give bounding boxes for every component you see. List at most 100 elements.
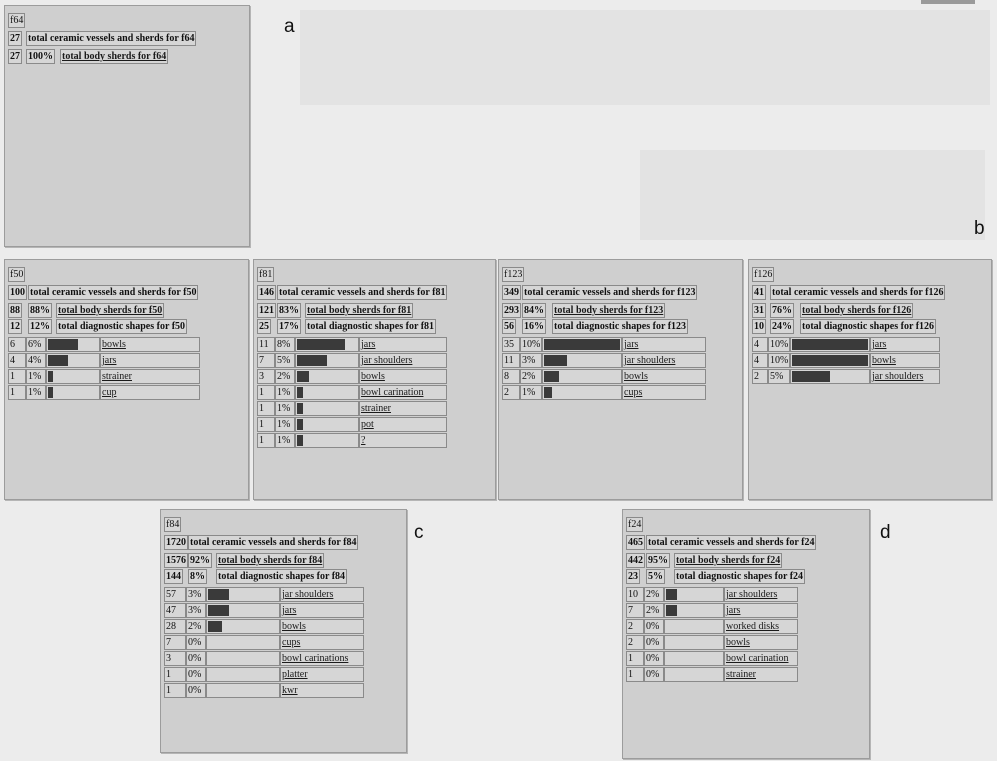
shape-label[interactable]: bowls [100, 337, 200, 352]
shape-count: 4 [8, 353, 26, 368]
shape-label[interactable]: jars [280, 603, 364, 618]
shape-label[interactable]: cups [622, 385, 706, 400]
shape-bar [208, 589, 229, 600]
shape-label[interactable]: cups [280, 635, 364, 650]
shape-percent: 5% [275, 353, 295, 368]
summary-label[interactable]: total body sherds for f81 [305, 303, 414, 318]
shape-label[interactable]: bowl carinations [280, 651, 364, 666]
shape-count: 57 [164, 587, 186, 602]
feature-id: f24 [626, 517, 644, 532]
summary-label: total ceramic vessels and sherds for f12… [522, 285, 698, 300]
summary-percent: 24% [770, 319, 794, 334]
shape-count: 28 [164, 619, 186, 634]
summary-label[interactable]: total body sherds for f50 [56, 303, 165, 318]
shape-percent: 2% [275, 369, 295, 384]
feature-id: f64 [8, 13, 26, 28]
shape-label[interactable]: kwr [280, 683, 364, 698]
shape-bar-cell [664, 635, 724, 650]
shape-count: 1 [257, 433, 275, 448]
summary-label: total ceramic vessels and sherds for f84 [188, 535, 359, 550]
shape-label[interactable]: strainer [724, 667, 798, 682]
figure-letter: d [880, 522, 891, 543]
shape-percent: 10% [768, 353, 790, 368]
summary-percent: 92% [188, 553, 212, 568]
shape-count: 7 [626, 603, 644, 618]
shape-bar-cell [295, 417, 359, 432]
shape-count: 1 [626, 667, 644, 682]
summary-percent: 17% [277, 319, 301, 334]
shape-percent: 0% [644, 635, 664, 650]
figure-letter: b [974, 218, 985, 239]
shape-label[interactable]: pot [359, 417, 447, 432]
shape-label[interactable]: jar shoulders [870, 369, 940, 384]
summary-count: 442 [626, 553, 645, 568]
summary-label[interactable]: total body sherds for f123 [552, 303, 666, 318]
shape-bar [297, 419, 303, 430]
shape-label[interactable]: bowls [359, 369, 447, 384]
shape-bar-cell [295, 385, 359, 400]
shape-count: 3 [164, 651, 186, 666]
summary-label[interactable]: total body sherds for f126 [800, 303, 914, 318]
summary-label[interactable]: total body sherds for f64 [60, 49, 169, 64]
shape-bar-cell [295, 369, 359, 384]
shape-percent: 1% [520, 385, 542, 400]
summary-label: total ceramic vessels and sherds for f64 [26, 31, 197, 46]
shape-label[interactable]: worked disks [724, 619, 798, 634]
summary-label: total ceramic vessels and sherds for f50 [28, 285, 199, 300]
shape-count: 1 [257, 401, 275, 416]
summary-count: 27 [8, 31, 22, 46]
summary-percent: 88% [28, 303, 52, 318]
summary-count: 31 [752, 303, 766, 318]
summary-count: 465 [626, 535, 645, 550]
panel-f24 [622, 509, 870, 759]
summary-label[interactable]: total body sherds for f24 [674, 553, 783, 568]
shape-percent: 2% [644, 603, 664, 618]
shape-label[interactable]: bowls [280, 619, 364, 634]
summary-count: 27 [8, 49, 22, 64]
summary-count: 146 [257, 285, 276, 300]
summary-label[interactable]: total body sherds for f84 [216, 553, 325, 568]
shape-percent: 2% [644, 587, 664, 602]
shape-bar-cell [542, 353, 622, 368]
summary-count: 293 [502, 303, 521, 318]
shape-bar [48, 387, 53, 398]
shape-label[interactable]: bowls [622, 369, 706, 384]
shape-label[interactable]: jar shoulders [280, 587, 364, 602]
shape-bar [297, 387, 303, 398]
shape-bar-cell [790, 369, 870, 384]
shape-label[interactable]: ? [359, 433, 447, 448]
shape-label[interactable]: jars [100, 353, 200, 368]
shape-label[interactable]: jars [724, 603, 798, 618]
shape-count: 1 [257, 385, 275, 400]
shape-label[interactable]: strainer [359, 401, 447, 416]
shape-label[interactable]: bowl carination [359, 385, 447, 400]
shape-bar-cell [295, 337, 359, 352]
shape-label[interactable]: jar shoulders [359, 353, 447, 368]
shape-bar [666, 605, 677, 616]
feature-id: f123 [502, 267, 525, 282]
shape-label[interactable]: bowls [870, 353, 940, 368]
shape-label[interactable]: bowl carination [724, 651, 798, 666]
shape-label[interactable]: jars [870, 337, 940, 352]
shape-label[interactable]: jar shoulders [724, 587, 798, 602]
summary-count: 88 [8, 303, 22, 318]
summary-label: total diagnostic shapes for f123 [552, 319, 689, 334]
shape-bar-cell [46, 337, 100, 352]
background-page [640, 150, 985, 240]
shape-count: 1 [164, 667, 186, 682]
shape-label[interactable]: platter [280, 667, 364, 682]
shape-bar [297, 339, 345, 350]
shape-label[interactable]: strainer [100, 369, 200, 384]
summary-percent: 95% [646, 553, 670, 568]
shape-label[interactable]: cup [100, 385, 200, 400]
shape-label[interactable]: jar shoulders [622, 353, 706, 368]
shape-label[interactable]: jars [622, 337, 706, 352]
shape-percent: 5% [768, 369, 790, 384]
shape-label[interactable]: jars [359, 337, 447, 352]
summary-count: 12 [8, 319, 22, 334]
shape-label[interactable]: bowls [724, 635, 798, 650]
summary-count: 10 [752, 319, 766, 334]
shape-bar [792, 371, 830, 382]
shape-percent: 0% [186, 651, 206, 666]
summary-count: 349 [502, 285, 521, 300]
